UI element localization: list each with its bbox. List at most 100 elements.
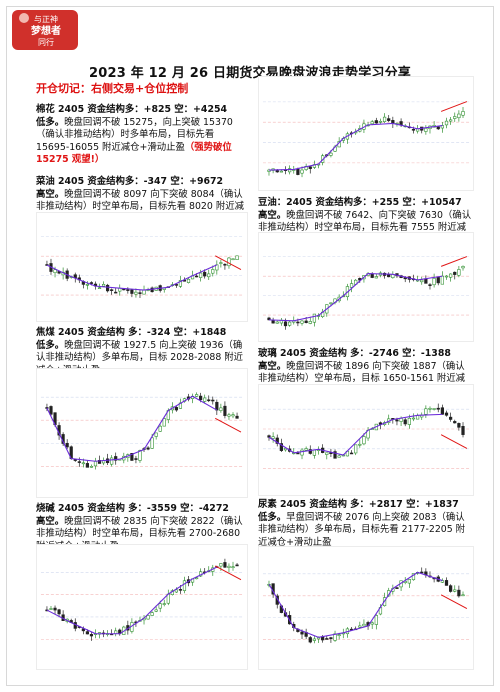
chart-rapeseed-oil [36,212,248,322]
note-head: 玻璃 2405 资金结构 多：-2746 空：-1388 [258,348,451,359]
candle-body [49,608,53,610]
candle-body [53,269,57,274]
candle-body [114,291,118,294]
candle-body [374,276,378,279]
candle-body [304,320,308,323]
candle-body [432,278,436,286]
candle-body [407,418,411,425]
candle-body [267,435,271,438]
candle-body [354,444,358,454]
candle-body [296,452,300,455]
candle-body [395,587,399,589]
candle-body [211,399,215,402]
note-text: 早盘回调不破 2076 向上突破 2083（确认非推动结构）多单布局，目标先看 … [258,511,466,548]
candle-body [449,416,453,420]
candle-body [288,321,292,326]
candle-body [89,634,94,637]
candle-body [89,466,94,468]
candle-body [158,603,162,609]
candle-body [296,321,300,324]
note-direction: 低多。 [36,339,65,351]
candle-body [138,450,142,461]
candle-body [114,456,118,461]
candle-body [308,637,312,643]
candle-body [110,289,114,291]
candle-body [432,408,436,410]
candle-body [227,257,231,267]
candle-body [440,407,444,415]
candle-body [57,609,61,615]
candle-body [150,612,154,616]
note-head: 烧碱 2405 资金结构 多：-3559 空：-4272 [36,503,229,514]
candle-body [362,436,366,445]
candle-body [211,269,215,274]
note-head: 尿素 2405 资金结构 多：+2817 空：+1837 [258,499,459,510]
note-cotton: 棉花 2405 资金结构多：+825 空：+4254 低多。晚盘回调不破 152… [36,104,248,167]
candle-body [283,448,288,451]
candle-body [77,461,81,463]
candle-body [444,412,449,416]
candle-body [142,289,146,295]
candle-body [223,405,227,416]
candle-body [325,452,329,455]
candle-body [235,564,239,567]
candle-body [329,152,333,156]
candle-body [395,419,399,422]
candle-body [428,407,432,410]
candle-body [199,395,203,401]
note-direction: 低多。 [36,116,65,128]
wave-line [268,122,443,171]
projection-arrow [440,434,468,449]
candle-body [93,460,98,467]
brand-logo: 与正神 梦想者 同行 [10,8,80,52]
candle-body [424,278,428,284]
note-head: 焦煤 2405 资金结构 多：-324 空：+1848 [36,327,227,338]
candle-body [97,460,102,464]
candle-body [420,279,424,283]
projection-arrow [214,565,242,581]
candle-body [207,399,211,402]
candle-body [374,615,378,625]
candle-body [186,278,191,283]
candle-body [312,638,317,641]
note-direction: 高空。 [36,188,65,200]
candle-body [457,269,461,276]
candle-body [382,116,387,122]
candle-body [203,271,207,277]
candle-body [308,166,312,169]
candle-body [150,437,154,449]
candle-body [174,589,178,593]
candle-body [219,262,223,264]
candle-body [370,273,374,278]
note-urea: 尿素 2405 资金结构 多：+2817 空：+1837 低多。早盘回调不破 2… [258,499,474,549]
candle-body [444,120,449,126]
candle-body [174,407,178,411]
candle-body [85,283,89,286]
projection-arrow [440,256,468,267]
candle-body [126,289,130,291]
candle-body [85,631,89,635]
candle-body [130,289,134,294]
logo-line1: 与正神 [34,14,58,24]
wave-line [46,264,218,291]
candle-body [275,437,279,444]
wave-line [268,571,443,638]
candle-body [436,277,440,284]
candle-body [349,283,354,288]
chart-coking-coal [36,368,248,498]
candle-body [110,457,114,465]
candle-body [453,421,457,424]
candle-body [308,321,312,324]
candle-body [219,407,223,411]
candle-body [461,266,465,269]
note-head: 豆油：2405 资金结构多：+255 空：+10547 [258,197,462,208]
candle-body [154,609,158,612]
candle-body [89,282,94,284]
candle-body [374,120,378,124]
candle-body [288,168,292,173]
candle-body [195,577,199,580]
candle-body [424,128,428,132]
candle-body [267,317,271,321]
candle-body [215,264,219,271]
candle-body [271,320,275,324]
